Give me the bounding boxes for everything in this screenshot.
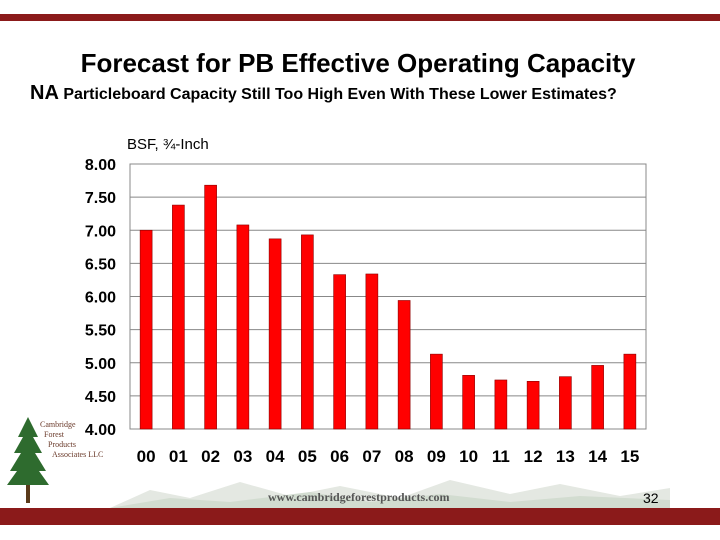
- x-tick-label: 07: [362, 447, 381, 466]
- bottom-accent-bar: [0, 508, 720, 525]
- plot-frame: [129, 163, 647, 430]
- bar-06: [333, 274, 346, 430]
- bar-15: [623, 353, 637, 430]
- x-tick-label: 14: [588, 447, 607, 466]
- bar-08: [397, 300, 411, 430]
- x-tick-labels: 00 01 02 03 04 05 06 07 08 09 10 11 12 13 14 15: [137, 447, 640, 466]
- page-number: 32: [643, 490, 659, 506]
- x-tick-label: 08: [395, 447, 414, 466]
- x-tick-label: 10: [459, 447, 478, 466]
- y-tick-label: 5.50: [85, 323, 116, 340]
- y-axis-label: BSF, ¾-Inch: [127, 136, 209, 153]
- x-tick-label: 05: [298, 447, 317, 466]
- logo-line-2: Forest: [44, 430, 65, 439]
- subtitle-lead: NA: [30, 82, 59, 104]
- x-tick-label: 01: [169, 447, 188, 466]
- x-tick-label: 02: [201, 447, 220, 466]
- x-tick-label: 11: [492, 447, 510, 466]
- bar-12: [526, 380, 540, 430]
- bar-04: [268, 238, 282, 430]
- company-logo: Cambridge Forest Products Associates LLC: [4, 415, 114, 507]
- y-tick-label: 8.00: [85, 157, 116, 174]
- subtitle-text: Particleboard Capacity Still Too High Ev…: [58, 86, 617, 103]
- x-tick-label: 09: [427, 447, 446, 466]
- bar-00: [139, 229, 153, 430]
- logo-line-3: Products: [48, 440, 76, 449]
- x-tick-label: 04: [266, 447, 285, 466]
- bar-14: [591, 365, 604, 430]
- x-tick-label: 00: [137, 447, 156, 466]
- y-tick-labels: 4.00 4.50 5.00 5.50 6.00 6.50 7.00 7.50 8.00: [85, 157, 116, 439]
- bar-07: [365, 273, 379, 430]
- bar-05: [301, 234, 314, 430]
- y-tick-label: 6.50: [85, 256, 116, 273]
- bar-02: [204, 184, 217, 430]
- footer-url[interactable]: www.cambridgeforestproducts.com: [268, 490, 450, 504]
- bar-09: [430, 353, 443, 430]
- slide-subtitle: NA Particleboard Capacity Still Too High…: [30, 82, 617, 105]
- tree-icon: Cambridge Forest Products Associates LLC: [7, 417, 103, 503]
- logo-line-4: Associates LLC: [52, 450, 103, 459]
- y-tick-label: 4.50: [85, 389, 116, 406]
- logo-line-1: Cambridge: [40, 420, 76, 429]
- y-tick-label: 4.00: [85, 422, 116, 439]
- top-accent-bar: [0, 14, 720, 21]
- y-tick-label: 5.00: [85, 356, 116, 373]
- bars: [139, 184, 637, 430]
- y-tick-label: 6.00: [85, 290, 116, 307]
- bar-01: [172, 204, 185, 430]
- x-tick-label: 06: [330, 447, 349, 466]
- bar-13: [559, 376, 572, 430]
- x-tick-label: 03: [233, 447, 252, 466]
- slide-title: Forecast for PB Effective Operating Capa…: [80, 48, 636, 78]
- bar-10: [462, 375, 475, 430]
- x-tick-label: 13: [556, 447, 575, 466]
- y-tick-label: 7.00: [85, 223, 116, 240]
- x-tick-label: 15: [620, 447, 639, 466]
- x-tick-label: 12: [524, 447, 543, 466]
- bar-11: [494, 379, 508, 430]
- mountain-decoration: [110, 480, 670, 508]
- bar-03: [236, 224, 250, 430]
- y-tick-label: 7.50: [85, 190, 116, 207]
